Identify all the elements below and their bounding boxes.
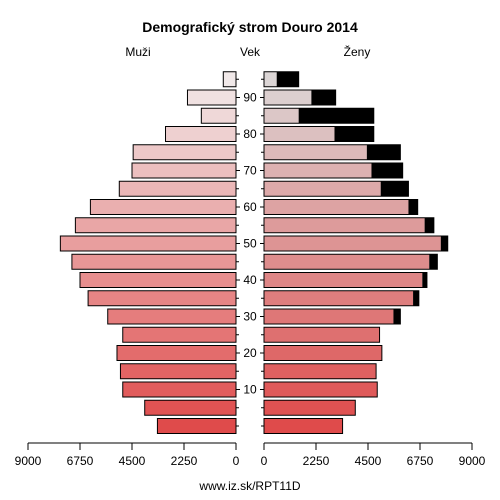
women-bar [264, 71, 277, 87]
women-bar [264, 217, 425, 233]
right-x-tick-label: 6750 [407, 454, 434, 468]
women-excess-bar [408, 199, 418, 215]
women-bar [264, 254, 430, 270]
footer-url: www.iz.sk/RPT11D [198, 479, 300, 493]
right-x-tick-label: 0 [261, 454, 268, 468]
bars-group [59, 71, 449, 434]
women-excess-bar [424, 217, 434, 233]
women-excess-bar [366, 144, 401, 160]
left-x-tick-label: 9000 [15, 454, 42, 468]
age-tick-label: 60 [243, 200, 257, 214]
women-excess-bar [413, 290, 419, 306]
center-axis-label: Vek [240, 45, 261, 59]
women-bar [264, 144, 367, 160]
chart-title: Demografický strom Douro 2014 [142, 19, 358, 35]
right-x-tick-label: 9000 [459, 454, 486, 468]
age-tick-label: 30 [243, 310, 257, 324]
men-bar [200, 107, 237, 124]
men-bar [165, 126, 237, 142]
men-bar [71, 253, 237, 270]
axes-group: 9000 6750 4500 2250 0 0 2250 4500 6750 9000 10 20 30… [15, 78, 486, 468]
age-tick-label: 20 [243, 346, 257, 360]
right-series-label: Ženy [344, 44, 371, 59]
men-bar [122, 326, 237, 343]
left-x-tick-label: 2250 [171, 454, 198, 468]
women-bar [264, 327, 380, 343]
women-bar [264, 108, 299, 124]
women-excess-bar [371, 163, 403, 178]
women-bar [264, 309, 394, 324]
men-bar [74, 217, 237, 234]
women-bar [264, 163, 372, 178]
men-bar [156, 418, 237, 434]
men-bar [118, 180, 237, 197]
age-tick-label: 90 [243, 91, 257, 105]
men-bar [79, 272, 237, 288]
men-bar [89, 199, 237, 215]
right-x-tick-label: 4500 [355, 454, 382, 468]
women-excess-bar [298, 108, 374, 124]
left-x-tick-label: 6750 [67, 454, 94, 468]
age-tick-label: 70 [243, 164, 257, 178]
men-bar [132, 144, 237, 161]
women-excess-bar [393, 309, 401, 324]
men-bar [186, 89, 237, 106]
women-excess-bar [311, 90, 336, 105]
men-bar [87, 290, 237, 307]
age-tick-label: 10 [243, 383, 257, 397]
women-excess-bar [440, 236, 448, 251]
men-bar [107, 308, 237, 325]
left-x-tick-label: 0 [233, 454, 240, 468]
women-bar [264, 400, 356, 416]
left-series-label: Muži [125, 45, 150, 59]
women-bar [264, 382, 378, 397]
men-bar [59, 235, 237, 252]
women-bar [264, 199, 409, 215]
women-excess-bar [276, 71, 299, 87]
women-excess-bar [429, 254, 438, 270]
women-bar [264, 90, 312, 105]
women-excess-bar [422, 272, 427, 288]
women-bar [264, 272, 423, 288]
women-excess-bar [380, 181, 409, 197]
men-bar [144, 399, 237, 416]
right-x-tick-label: 2250 [303, 454, 330, 468]
women-bar [264, 236, 441, 251]
age-tick-label: 80 [243, 127, 257, 141]
age-tick-label: 50 [243, 237, 257, 251]
left-x-tick-label: 4500 [119, 454, 146, 468]
men-bar [116, 345, 237, 361]
women-excess-bar [334, 126, 374, 142]
men-bar [119, 363, 237, 380]
women-bar [264, 181, 381, 197]
men-bar [122, 381, 237, 398]
women-bar [264, 363, 377, 379]
women-bar [264, 126, 335, 142]
age-tick-label: 40 [243, 273, 257, 287]
women-bar [264, 290, 414, 306]
men-bar [222, 71, 237, 88]
women-bar [264, 345, 382, 361]
women-bar [264, 418, 343, 434]
men-bar [131, 162, 237, 179]
